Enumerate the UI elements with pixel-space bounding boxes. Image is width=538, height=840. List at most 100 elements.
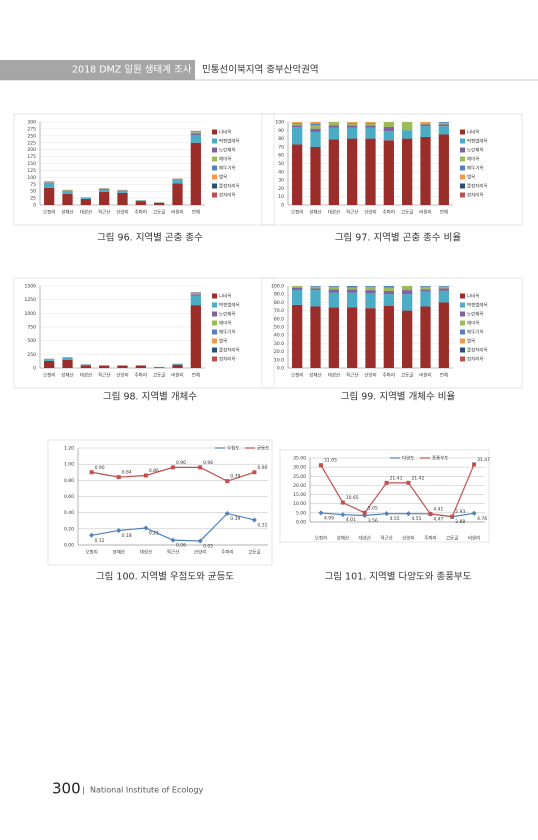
bar-segment xyxy=(172,183,183,205)
y-tick-label: 0.00 xyxy=(296,520,306,526)
y-tick-label: 90 xyxy=(278,128,284,134)
legend-swatch xyxy=(460,129,465,135)
legend-label: 노린재목 xyxy=(467,311,484,318)
marker xyxy=(251,517,257,523)
bar-segment xyxy=(99,188,110,190)
bar-segment xyxy=(347,122,358,124)
bar-segment xyxy=(190,294,201,296)
legend-swatch xyxy=(212,302,217,308)
bar-segment xyxy=(190,131,201,133)
bar-segment xyxy=(383,131,394,141)
bar-segment xyxy=(292,126,303,145)
bar-segment xyxy=(310,306,321,368)
bar-segment xyxy=(402,294,413,311)
legend-swatch xyxy=(212,192,217,198)
value-label: 0.39 xyxy=(230,516,240,522)
marker xyxy=(340,512,346,518)
bar-segment xyxy=(438,286,449,287)
bar-segment xyxy=(190,293,201,295)
marker xyxy=(405,511,411,517)
value-label: 21.42 xyxy=(411,475,424,481)
bar-segment xyxy=(99,189,110,192)
marker xyxy=(252,470,257,475)
y-tick-label: 15.00 xyxy=(293,492,306,498)
bar-segment xyxy=(365,125,376,128)
y-tick-label: 1250 xyxy=(25,297,37,303)
value-label: 0.96 xyxy=(176,460,186,466)
bar-segment xyxy=(62,190,73,191)
x-tick-label: 고둔골 xyxy=(153,373,165,379)
bar-segment xyxy=(347,122,358,123)
legend-swatch xyxy=(212,320,217,326)
bar-segment xyxy=(190,132,201,134)
x-tick-label: 주파리 xyxy=(135,372,147,379)
marker xyxy=(384,480,389,485)
y-tick-label: 1500 xyxy=(25,284,37,290)
bar-segment xyxy=(328,307,339,368)
legend-swatch xyxy=(212,356,217,362)
y-tick-label: 10.00 xyxy=(293,501,306,507)
x-tick-label: 대성산 xyxy=(328,372,340,379)
bar-segment xyxy=(310,146,321,205)
legend-swatch xyxy=(212,347,217,353)
legend-label: 잠자리목 xyxy=(467,356,484,363)
legend-label: 벌목 xyxy=(467,174,475,181)
bar-segment xyxy=(292,125,303,127)
chart-frame xyxy=(279,449,490,543)
value-label: 0.86 xyxy=(149,468,159,474)
x-tick-label: 비원리 xyxy=(419,372,431,379)
y-tick-label: 750 xyxy=(27,325,36,331)
bar-segment xyxy=(117,190,128,191)
legend-label: 나비목 xyxy=(219,293,231,300)
bar-segment xyxy=(438,124,449,127)
y-tick-label: 80 xyxy=(278,136,284,142)
chart-caption: 그림 96. 지역별 곤충 종수 xyxy=(97,232,203,244)
y-tick-label: 40 xyxy=(278,169,284,175)
y-tick-label: 100 xyxy=(27,175,36,181)
bar-segment xyxy=(347,289,358,293)
y-tick-label: 50 xyxy=(30,189,36,195)
marker xyxy=(450,514,455,519)
y-tick-label: 10.0 xyxy=(274,357,284,363)
legend-label: 딱정벌레목 xyxy=(219,138,240,145)
marker xyxy=(384,511,390,517)
x-tick-label: 비원리 xyxy=(468,535,480,542)
value-label: 4.55 xyxy=(390,516,400,522)
bar-segment xyxy=(310,288,321,291)
marker xyxy=(428,511,433,516)
bar-segment xyxy=(328,139,339,205)
x-tick-label: 오정리 xyxy=(291,372,303,379)
bar-segment xyxy=(172,364,183,368)
y-tick-label: 60 xyxy=(278,153,284,159)
bar-segment xyxy=(365,293,376,309)
bar-segment xyxy=(44,360,55,368)
x-tick-label: 오정리 xyxy=(43,372,55,379)
x-tick-label: 전체 xyxy=(192,372,200,379)
marker xyxy=(89,470,94,475)
bar-segment xyxy=(310,286,321,287)
bar-segment xyxy=(420,291,431,307)
y-tick-label: 0.40 xyxy=(64,510,74,516)
y-tick-label: 0 xyxy=(33,366,36,372)
legend-label: 노린재목 xyxy=(219,311,236,318)
value-label: 0.31 xyxy=(257,522,267,528)
x-tick-label: 주파리 xyxy=(383,209,395,216)
x-tick-label: 고둔골 xyxy=(153,210,165,216)
x-tick-label: 적근산 xyxy=(346,372,358,379)
bar-segment xyxy=(190,142,201,205)
value-label: 0.96 xyxy=(203,460,213,466)
chart-frame xyxy=(13,277,275,389)
legend-label: 다양도 xyxy=(402,455,414,462)
bar-segment xyxy=(135,201,146,205)
y-tick-label: 100.0 xyxy=(271,284,284,290)
legend-label: 딱정벌레목 xyxy=(467,302,488,309)
bar-segment xyxy=(365,286,376,287)
x-tick-label: 성재산 xyxy=(309,372,321,379)
y-tick-label: 20.0 xyxy=(274,349,284,355)
y-tick-label: 25.00 xyxy=(293,474,306,480)
legend-label: 풀잠자리목 xyxy=(219,183,240,190)
bar-segment xyxy=(365,123,376,126)
bar-segment xyxy=(44,182,55,188)
value-label: 31.05 xyxy=(324,458,337,464)
x-tick-label: 고둔골 xyxy=(401,210,413,216)
